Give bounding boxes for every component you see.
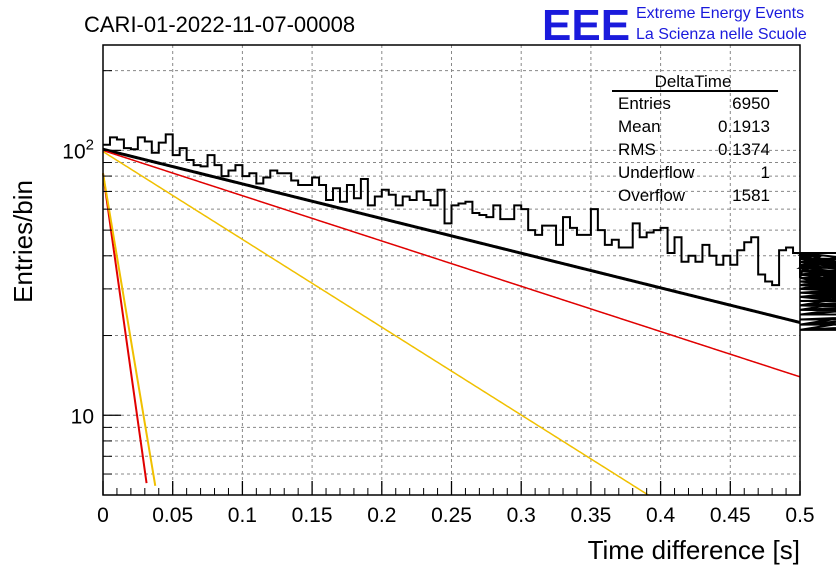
- fit-curve: [102, 173, 148, 484]
- x-tick-label: 0.05: [152, 504, 193, 527]
- stats-value: 6950: [732, 94, 770, 113]
- x-tick-label: 0.15: [292, 504, 333, 527]
- stats-label: Overflow: [618, 186, 686, 205]
- stats-rows: Entries 6950 Mean 0.1913 RMS 0.1374 Underflow 1…: [618, 94, 770, 205]
- fit-curve: [102, 150, 649, 496]
- x-tick-label: 0.4: [646, 504, 676, 527]
- chart-title: CARI-01-2022-11-07-00008: [84, 12, 355, 37]
- stats-label: RMS: [618, 140, 656, 159]
- y-tick-labels: 10 102: [62, 136, 94, 428]
- stats-value: 1: [761, 163, 770, 182]
- x-tick-label: 0.1: [228, 504, 257, 527]
- fit-curve: [102, 149, 801, 378]
- fit-curve: [102, 173, 157, 486]
- stats-title: DeltaTime: [655, 72, 732, 91]
- x-tick-label: 0.5: [785, 504, 814, 527]
- y-tick-label: 10: [71, 405, 94, 428]
- logo-line-1: Extreme Energy Events: [636, 5, 804, 22]
- x-tick-label: 0.2: [367, 504, 396, 527]
- stats-label: Underflow: [618, 163, 695, 182]
- stats-value: 0.1913: [718, 117, 770, 136]
- axis-ticks: [102, 70, 801, 496]
- eee-logo: EEE Extreme Energy Events La Scienza nel…: [542, 1, 807, 50]
- x-tick-label: 0.35: [570, 504, 611, 527]
- x-tick-label: 0: [97, 504, 109, 527]
- stats-value: 1581: [732, 186, 770, 205]
- y-tick-label: 102: [62, 136, 94, 163]
- x-tick-label: 0.25: [431, 504, 472, 527]
- fit-curves: [102, 147, 801, 496]
- x-tick-labels: 0 0.05 0.1 0.15 0.2 0.25 0.3 0.35 0.4 0.45 0.5: [97, 504, 814, 527]
- x-tick-label: 0.3: [507, 504, 536, 527]
- stats-label: Entries: [618, 94, 671, 113]
- logo-eee: EEE: [542, 1, 630, 50]
- stats-label: Mean: [618, 117, 661, 136]
- fit-curve: [102, 147, 801, 324]
- stats-value: 0.1374: [718, 140, 770, 159]
- logo-line-2: La Scienza nelle Scuole: [636, 26, 807, 43]
- grid: [103, 45, 800, 496]
- histogram: [103, 133, 836, 331]
- x-tick-label: 0.45: [710, 504, 751, 527]
- y-axis-label: Entries/bin: [8, 180, 38, 303]
- stats-box: DeltaTime Entries 6950 Mean 0.1913 RMS 0.1374…: [612, 72, 778, 205]
- x-axis-label: Time difference [s]: [588, 535, 800, 565]
